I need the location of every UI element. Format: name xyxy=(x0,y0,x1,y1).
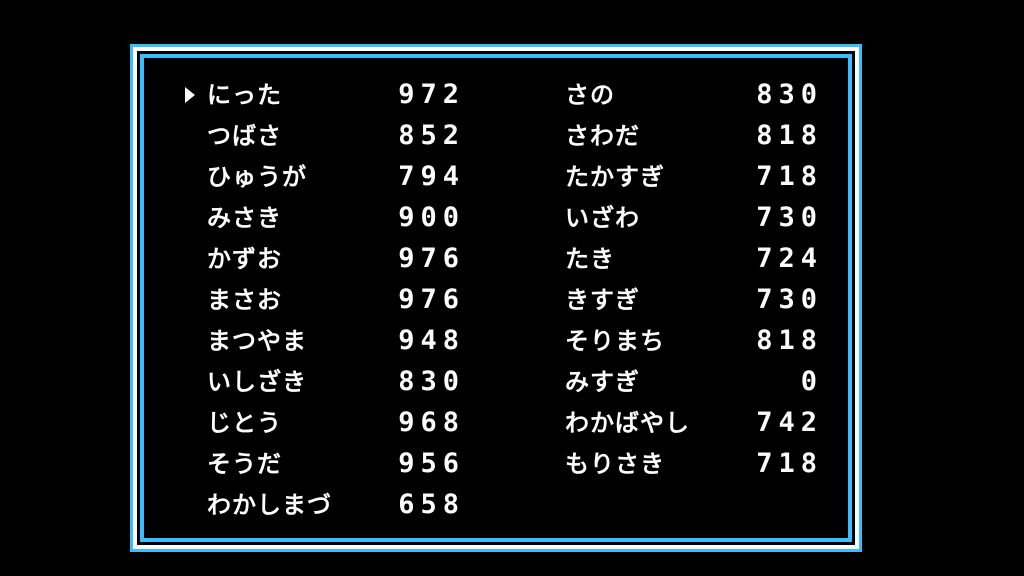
player-name: たかすぎ xyxy=(565,163,665,191)
player-row[interactable]: きすぎ 730 xyxy=(565,285,823,315)
player-score: 972 xyxy=(398,79,465,110)
player-row[interactable]: ひゅうが 794 xyxy=(207,162,465,192)
cursor-triangle-right-icon xyxy=(185,87,195,103)
player-name: さわだ xyxy=(565,122,640,150)
player-row[interactable]: かずお 976 xyxy=(207,244,465,274)
player-score: 968 xyxy=(398,407,465,438)
player-name: いしざき xyxy=(207,368,307,396)
player-score: 794 xyxy=(398,161,465,192)
player-name: まさお xyxy=(207,286,282,314)
player-name: にった xyxy=(207,81,282,109)
player-name: まつやま xyxy=(207,327,307,355)
player-row[interactable]: たかすぎ 718 xyxy=(565,162,823,192)
player-score: 818 xyxy=(756,120,823,151)
player-score: 0 xyxy=(800,366,823,397)
player-name: きすぎ xyxy=(565,286,640,314)
player-name: そうだ xyxy=(207,450,282,478)
player-row[interactable]: さわだ 818 xyxy=(565,121,823,151)
player-score: 956 xyxy=(398,448,465,479)
player-score: 730 xyxy=(756,284,823,315)
player-score: 852 xyxy=(398,120,465,151)
player-row[interactable]: みすぎ 0 xyxy=(565,367,823,397)
player-row[interactable]: つばさ 852 xyxy=(207,121,465,151)
player-row[interactable]: もりさき 718 xyxy=(565,449,823,479)
player-score: 976 xyxy=(398,243,465,274)
player-score: 830 xyxy=(398,366,465,397)
player-score: 948 xyxy=(398,325,465,356)
player-row[interactable]: にった 972 xyxy=(185,79,465,110)
player-score: 900 xyxy=(398,202,465,233)
player-row[interactable]: まつやま 948 xyxy=(207,326,465,356)
player-row[interactable]: みさき 900 xyxy=(207,203,465,233)
player-row[interactable]: じとう 968 xyxy=(207,408,465,438)
player-name: いざわ xyxy=(565,204,640,232)
player-name: じとう xyxy=(207,409,282,437)
player-row[interactable]: まさお 976 xyxy=(207,285,465,315)
player-score: 658 xyxy=(398,489,465,520)
player-score: 730 xyxy=(756,202,823,233)
player-name: みすぎ xyxy=(565,368,640,396)
player-name: わかばやし xyxy=(565,409,690,437)
player-name: もりさき xyxy=(565,450,665,478)
player-name: さの xyxy=(565,81,615,109)
window-border-white xyxy=(133,47,859,549)
player-score: 976 xyxy=(398,284,465,315)
player-score: 718 xyxy=(756,161,823,192)
player-row[interactable]: そりまち 818 xyxy=(565,326,823,356)
player-list-window xyxy=(130,44,862,552)
player-row[interactable]: そうだ 956 xyxy=(207,449,465,479)
player-name: わかしまづ xyxy=(207,491,332,519)
player-row[interactable]: いしざき 830 xyxy=(207,367,465,397)
player-score: 830 xyxy=(756,79,823,110)
player-row[interactable]: たき 724 xyxy=(565,244,823,274)
player-row[interactable]: わかばやし 742 xyxy=(565,408,823,438)
player-row[interactable]: わかしまづ 658 xyxy=(207,490,465,520)
window-border-blue xyxy=(140,54,852,542)
player-score: 818 xyxy=(756,325,823,356)
player-name: かずお xyxy=(207,245,282,273)
player-row[interactable]: いざわ 730 xyxy=(565,203,823,233)
player-name: たき xyxy=(565,245,615,273)
player-score: 742 xyxy=(756,407,823,438)
player-row[interactable]: さの 830 xyxy=(565,80,823,110)
player-name: そりまち xyxy=(565,327,665,355)
player-name: みさき xyxy=(207,204,282,232)
player-score: 724 xyxy=(756,243,823,274)
player-name: つばさ xyxy=(207,122,282,150)
player-score: 718 xyxy=(756,448,823,479)
player-name: ひゅうが xyxy=(207,163,307,191)
